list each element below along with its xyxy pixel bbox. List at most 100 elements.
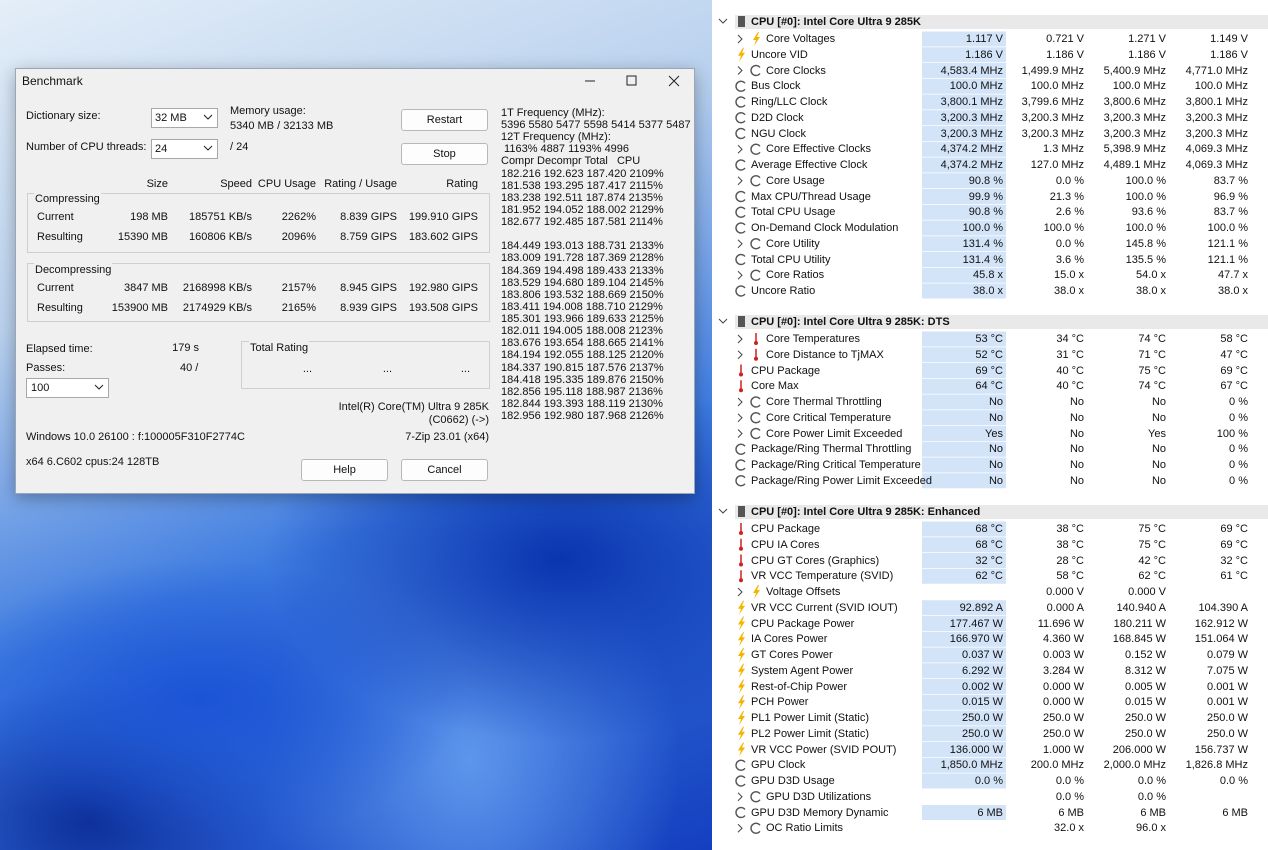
sensor-label: Bus Clock [751, 80, 801, 93]
sensor-value: 0.000 V [1046, 586, 1084, 598]
sensor-value: 0.0 % [1055, 775, 1084, 787]
cell: 2168998 KB/s [182, 282, 252, 294]
sensor-value: Yes [1148, 427, 1166, 440]
cell: 153900 MB [111, 302, 168, 314]
os-info: Windows 10.0 26100 : f:100005F310F2774C [26, 431, 245, 443]
sensor-value: 69 °C [1220, 538, 1248, 551]
sensor-value: 0.152 W [1125, 649, 1166, 661]
sensor-value: 100.0 % [1125, 174, 1166, 187]
sensor-label: Core Critical Temperature [766, 411, 892, 424]
sensor-value: 3,200.3 MHz [940, 127, 1003, 140]
sensor-value: 250.0 W [1043, 727, 1084, 740]
sensor-label: PCH Power [751, 696, 809, 709]
total-rating-value: ... [302, 363, 312, 375]
log-line: 183.411 194.008 188.710 2129% [501, 300, 663, 313]
sensor-value: 3,200.3 MHz [1185, 111, 1248, 124]
log-line: 182.856 195.118 188.987 2136% [501, 385, 663, 398]
sensor-value: No [1069, 396, 1084, 408]
sensor-value: 250.0 W [1125, 712, 1166, 724]
compress-group [27, 193, 490, 253]
cpu-name: Intel(R) Core(TM) Ultra 9 285K [338, 401, 489, 413]
sensor-value: 90.8 % [968, 206, 1003, 219]
log-line: 12T Frequency (MHz): [501, 131, 611, 144]
sensor-value: 1,499.9 MHz [1021, 64, 1084, 77]
sensor-value: 3.284 W [1043, 664, 1084, 677]
sensor-value: 34 °C [1056, 333, 1084, 345]
cell: 199.910 GIPS [408, 211, 478, 223]
stop-label: Stop [433, 148, 456, 160]
sensor-value: 0.0 % [974, 775, 1003, 787]
sensor-value: 0.0 % [1137, 790, 1166, 803]
threads-total: / 24 [230, 141, 249, 153]
sensor-value: 5,400.9 MHz [1103, 64, 1166, 77]
log-line: 183.806 193.532 188.669 2150% [501, 288, 664, 301]
sensor-label: VR VCC Temperature (SVID) [751, 570, 894, 583]
sensor-value: No [1069, 474, 1084, 487]
sensor-value: 0.037 W [962, 649, 1003, 661]
sensor-value: 100.0 MHz [1194, 80, 1248, 93]
sensor-value: 4,374.2 MHz [940, 143, 1003, 156]
sensor-value: 1.186 V [965, 48, 1003, 61]
sensor-label: Core Max [751, 380, 799, 393]
sensor-value: 99.9 % [968, 190, 1003, 203]
sensor-value: 3,200.3 MHz [1021, 111, 1084, 124]
sensor-value: 0 % [1229, 411, 1248, 424]
sensor-value: 3,200.3 MHz [940, 111, 1003, 124]
sensor-label: Uncore Ratio [751, 285, 816, 297]
sensor-value: 69 °C [975, 364, 1003, 377]
sensor-value: 90.8 % [968, 174, 1003, 187]
sensor-label: Core Thermal Throttling [766, 396, 882, 408]
sensor-value: 250.0 W [1207, 712, 1248, 724]
sensor-value: 166.970 W [949, 633, 1003, 646]
sensor-value: 4,489.1 MHz [1103, 159, 1166, 171]
restart-button[interactable] [401, 109, 488, 131]
sensor-value: 3,200.3 MHz [1021, 127, 1084, 140]
column-header: Rating / Usage [324, 178, 397, 190]
sensor-label: Core Ratios [766, 269, 825, 282]
log-line: 183.529 194.680 189.104 2145% [501, 276, 664, 289]
sensor-label: NGU Clock [751, 127, 807, 140]
sensor-value: 47 °C [1220, 348, 1248, 361]
row-label: Current [37, 211, 74, 223]
sensor-label: D2D Clock [751, 111, 804, 124]
sensor-value: 83.7 % [1213, 206, 1248, 219]
sensor-value: No [988, 411, 1003, 424]
sensor-value: 0.002 W [962, 680, 1003, 693]
sensor-value: 93.6 % [1131, 206, 1166, 219]
sensor-value: 0.000 W [1043, 696, 1084, 709]
sensor-value: 45.8 x [973, 269, 1003, 282]
sensor-value: 6 MB [1222, 806, 1248, 819]
sensor-label: CPU GT Cores (Graphics) [751, 554, 880, 567]
cell: 2096% [281, 231, 316, 243]
cell: 8.945 GIPS [340, 282, 397, 294]
sensor-value: 1.117 V [965, 33, 1003, 45]
sensor-value: 145.8 % [1125, 237, 1166, 250]
sensor-value: 0.000 V [1128, 586, 1166, 598]
row-label: Resulting [37, 231, 83, 243]
sensor-label: PL1 Power Limit (Static) [751, 712, 869, 724]
stop-button[interactable] [401, 143, 488, 165]
sensor-value: No [988, 459, 1003, 471]
log-line: 182.011 194.005 188.008 2123% [501, 325, 663, 338]
sensor-value: 121.1 % [1207, 237, 1248, 250]
cancel-label: Cancel [427, 464, 462, 476]
cell: 2157% [281, 282, 316, 294]
sensor-value: 47.7 x [1218, 269, 1248, 282]
log-line: 1163% 4887 1193% 4996 [501, 143, 630, 156]
sensor-value: 3,800.1 MHz [1185, 96, 1248, 108]
sensor-value: 3,800.6 MHz [1103, 96, 1166, 108]
section-title: CPU [#0]: Intel Core Ultra 9 285K: DTS [751, 316, 950, 328]
help-button[interactable] [301, 459, 388, 481]
sensor-value: 2.6 % [1055, 206, 1084, 219]
log-line: 5396 5580 5477 5598 5414 5377 5487 [501, 119, 691, 132]
sensor-value: No [1069, 427, 1084, 440]
log-line: 183.676 193.654 188.665 2141% [501, 337, 664, 350]
system-info: x64 6.C602 cpus:24 128TB [26, 456, 160, 468]
passes-label: Passes: [26, 362, 66, 374]
sensor-value: 32.0 x [1054, 822, 1084, 835]
sensor-value: 250.0 W [1125, 727, 1166, 740]
dictionary-value: 32 MB [155, 112, 187, 124]
sensor-value: 1.186 V [1210, 48, 1248, 61]
sensor-value: 250.0 W [962, 712, 1003, 724]
cancel-button[interactable] [401, 459, 488, 481]
